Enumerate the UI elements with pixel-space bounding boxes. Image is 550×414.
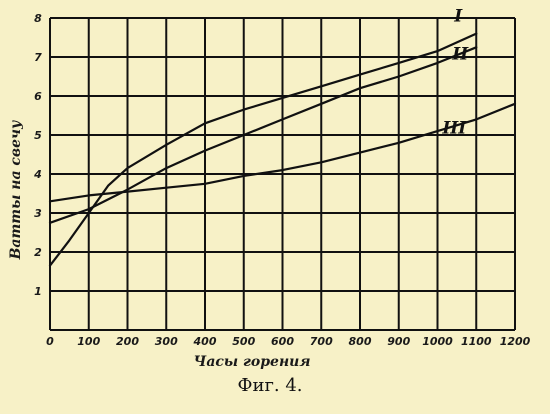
x-tick-label-500: 500 (232, 335, 255, 348)
y-axis-label: Ватты на свечу (8, 120, 24, 260)
y-tick-label-2: 2 (34, 246, 42, 259)
x-tick-label-300: 300 (155, 335, 178, 348)
x-tick-label-400: 400 (193, 335, 217, 348)
x-tick-label-1200: 1200 (500, 335, 531, 348)
y-tick-label-6: 6 (34, 90, 42, 103)
y-tick-label-7: 7 (34, 51, 42, 64)
x-tick-label-200: 200 (116, 335, 139, 348)
figure-caption: Фиг. 4. (238, 375, 303, 396)
grid (49, 17, 516, 331)
y-tick-label-1: 1 (34, 285, 42, 298)
x-tick-label-1000: 1000 (422, 335, 453, 348)
curve-series-III (48, 102, 517, 203)
tick-labels: 0 100 200 300 400 500 600 700 800 900 1000 1100 1200… (33, 12, 530, 348)
y-tick-label-5: 5 (34, 129, 42, 142)
x-tick-label-100: 100 (77, 335, 100, 348)
x-tick-label-0: 0 (46, 335, 54, 348)
x-tick-label-700: 700 (310, 335, 333, 348)
series-label-II: II (451, 44, 469, 64)
y-tick-label-8: 8 (34, 12, 42, 25)
x-tick-label-600: 600 (271, 335, 294, 348)
x-tick-label-900: 900 (387, 335, 410, 348)
y-tick-label-4: 4 (33, 168, 42, 181)
x-axis-label: Часы горения (194, 354, 311, 370)
series-label-III: III (441, 118, 467, 138)
curves (48, 32, 517, 267)
y-tick-label-3: 3 (34, 207, 42, 220)
x-tick-label-1100: 1100 (461, 335, 492, 348)
series-label-I: I (453, 7, 463, 27)
curve-series-I (48, 32, 478, 267)
x-tick-label-800: 800 (349, 335, 372, 348)
